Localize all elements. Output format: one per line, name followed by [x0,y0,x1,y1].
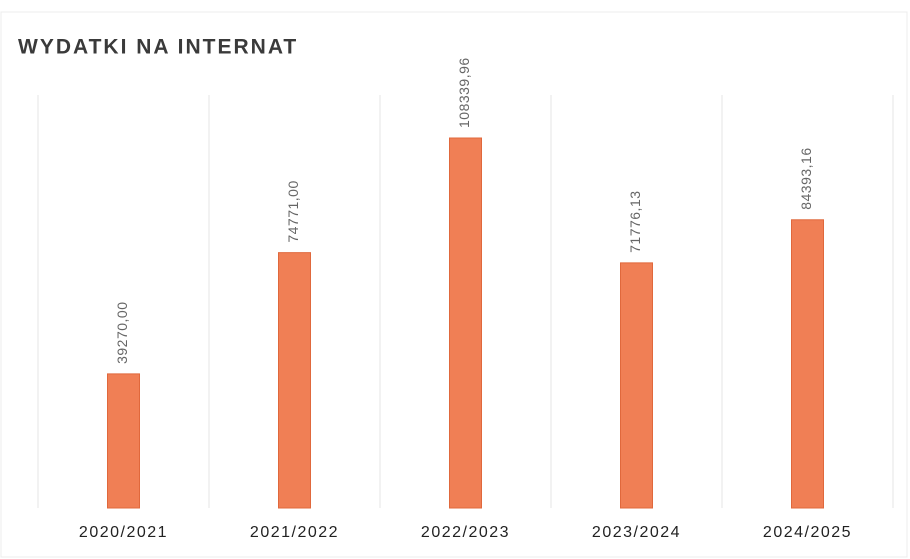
bar [107,373,140,509]
bar [791,219,824,509]
data-label: 108339,96 [456,57,472,128]
chart-title: WYDATKI NA INTERNAT [18,36,298,59]
bar [449,137,482,509]
bar [278,252,311,509]
x-tick-label: 2024/2025 [763,524,852,541]
x-tick-label: 2021/2022 [250,524,339,541]
data-label: 74771,00 [285,180,301,242]
x-tick-label: 2022/2023 [421,524,510,541]
x-tick-label: 2023/2024 [592,524,681,541]
bar [620,262,653,509]
x-tick-label: 2020/2021 [79,524,168,541]
data-label: 39270,00 [114,301,130,363]
data-label: 71776,13 [627,190,643,252]
data-label: 84393,16 [798,147,814,209]
